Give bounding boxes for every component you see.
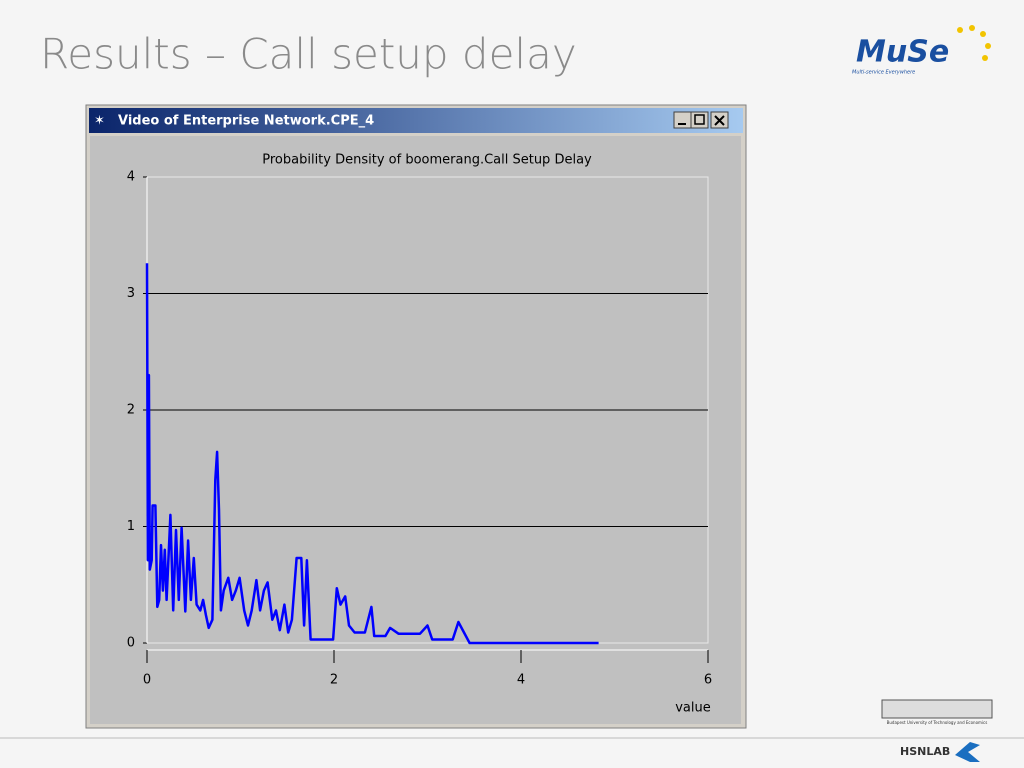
university-name: Budapest University of Technology and Ec… [887, 720, 988, 725]
lab-name: HSNLAB [900, 745, 950, 758]
university-building [881, 699, 993, 719]
footer: Budapest University of Technology and Ec… [0, 699, 1024, 762]
x-tick-label: 6 [704, 673, 712, 688]
x-tick-label: 2 [330, 673, 338, 688]
chart: Probability Density of boomerang.Call Se… [127, 153, 712, 716]
window: ✶ Video of Enterprise Network.CPE_4 [85, 104, 747, 729]
slide-title: Results – Call setup delay [40, 30, 577, 79]
muse-logo: MuSe Multi-service Everywhere [852, 25, 991, 76]
x-axis-label: value [675, 701, 711, 716]
data-line [145, 263, 599, 645]
title-bar [89, 108, 743, 133]
window-icon: ✶ [94, 114, 105, 129]
x-tick-label: 4 [517, 673, 525, 688]
chart-title: Probability Density of boomerang.Call Se… [262, 153, 592, 168]
minimize-button[interactable] [673, 111, 692, 129]
logo-tagline: Multi-service Everywhere [852, 70, 915, 76]
y-tick-label: 0 [127, 636, 135, 651]
chart-panel [90, 136, 741, 724]
y-tick-label: 1 [127, 519, 135, 534]
x-tick-label: 0 [143, 673, 151, 688]
lab-logo [955, 742, 980, 762]
y-tick-label: 3 [127, 286, 135, 301]
logo-name: MuSe [856, 35, 949, 70]
window-buttons[interactable] [673, 111, 729, 129]
window-title: Video of Enterprise Network.CPE_4 [118, 114, 374, 129]
y-tick-label: 2 [127, 403, 135, 418]
y-tick-label: 4 [127, 170, 135, 185]
